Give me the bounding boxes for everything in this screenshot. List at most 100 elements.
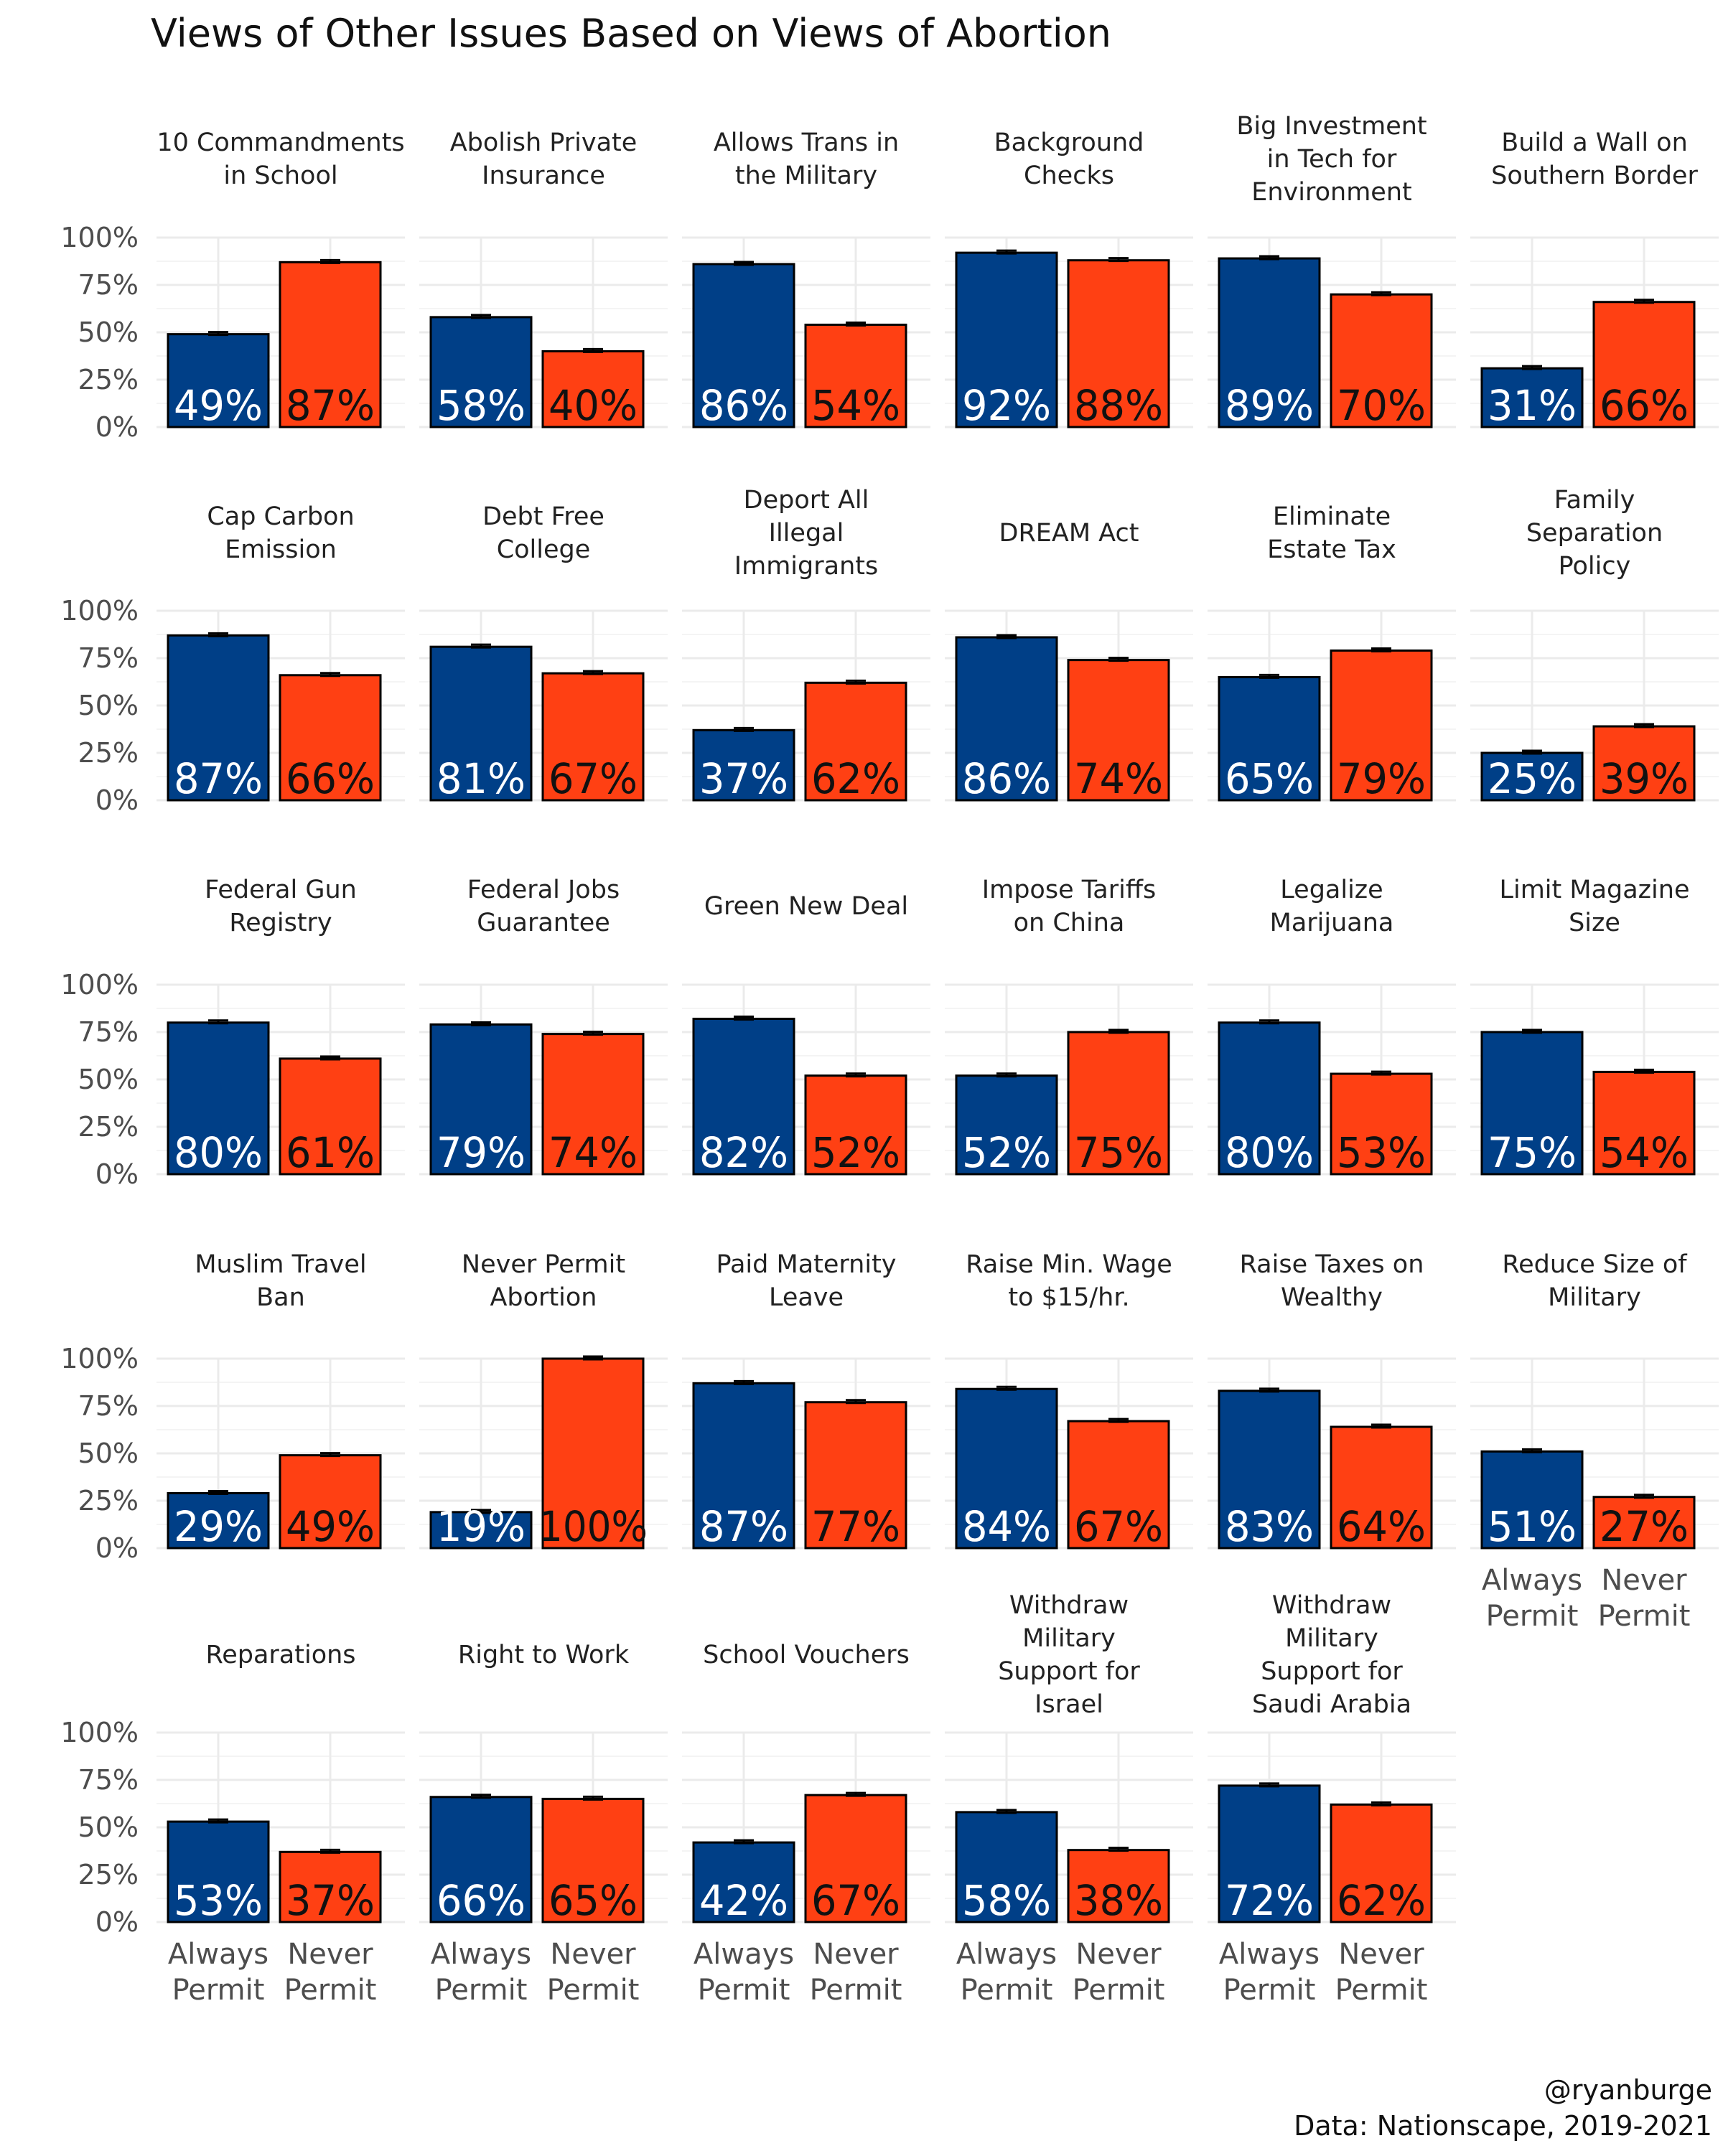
- data-label: 88%: [1074, 381, 1163, 430]
- bar-never-permit: [279, 261, 382, 428]
- bar-never-permit: [541, 1797, 645, 1923]
- error-bar: [471, 314, 491, 319]
- facet-title: Federal Jobs Guarantee: [467, 876, 620, 937]
- y-tick-label: 50%: [78, 690, 139, 721]
- bar-always-permit: [1218, 257, 1321, 428]
- error-bar: [583, 1031, 603, 1036]
- data-label: 74%: [548, 1128, 638, 1177]
- x-tick-label: Never Permit: [547, 1938, 640, 2007]
- facet-title: DREAM Act: [999, 519, 1139, 548]
- error-bar: [1259, 1782, 1279, 1788]
- y-tick-label: 100%: [60, 595, 139, 627]
- error-bar: [1634, 1068, 1654, 1074]
- bar-always-permit: [1218, 1784, 1321, 1923]
- data-label: 74%: [1074, 754, 1163, 803]
- error-bar: [320, 1848, 340, 1854]
- facet-title: Never Permit Abortion: [462, 1250, 625, 1312]
- x-tick-label: Always Permit: [694, 1938, 794, 2007]
- data-label: 62%: [811, 754, 900, 803]
- error-bar: [996, 1809, 1017, 1814]
- facet-panel: 0% 25% 50% 75% 100% 10 Commandments in School 4…: [60, 128, 405, 443]
- error-bar: [846, 1072, 866, 1078]
- data-label: 79%: [436, 1128, 526, 1177]
- x-tick-label: Never Permit: [284, 1938, 377, 2007]
- error-bar: [1259, 1019, 1279, 1025]
- y-tick-label: 0%: [95, 784, 139, 816]
- bar-never-permit: [1330, 1425, 1433, 1550]
- bar-always-permit: [1218, 1021, 1321, 1176]
- facet-panel: Limit Magazine Size 75% 54%: [1470, 876, 1719, 1177]
- data-label: 75%: [1074, 1128, 1163, 1177]
- caption-source: Data: Nationscape, 2019-2021: [1294, 2110, 1712, 2142]
- data-label: 89%: [1225, 381, 1314, 430]
- error-bar: [471, 1021, 491, 1026]
- facet-title: 10 Commandments in School: [157, 128, 404, 190]
- error-bar: [1108, 257, 1129, 263]
- y-tick-label: 100%: [60, 222, 139, 253]
- error-bar: [1259, 1387, 1279, 1393]
- data-label: 87%: [286, 381, 375, 430]
- bar-always-permit: [955, 1074, 1058, 1176]
- bar-never-permit: [541, 1357, 645, 1550]
- y-tick-label: 75%: [78, 1764, 139, 1796]
- bar-always-permit: [692, 728, 795, 802]
- y-tick-label: 50%: [78, 1811, 139, 1843]
- facet-panel: Allows Trans in the Military 86% 54%: [682, 128, 930, 430]
- data-label: 27%: [1600, 1502, 1689, 1551]
- error-bar: [208, 1019, 228, 1025]
- error-bar: [583, 1355, 603, 1361]
- data-label: 49%: [286, 1502, 375, 1551]
- facet-title: Raise Taxes on Wealthy: [1240, 1250, 1424, 1312]
- error-bar: [1108, 1417, 1129, 1423]
- error-bar: [320, 1055, 340, 1061]
- data-label: 39%: [1600, 754, 1689, 803]
- facet-title: Impose Tariffs on China: [982, 876, 1156, 937]
- error-bar: [846, 1791, 866, 1797]
- bar-never-permit: [1330, 293, 1433, 428]
- facet-title: Right to Work: [458, 1641, 630, 1669]
- facet-panel: 0% 25% 50% 75% 100% Cap Carbon Emission 87% 66%: [60, 502, 405, 816]
- facet-panel: Withdraw Military Support for Saudi Arabia 7…: [1208, 1591, 1456, 2007]
- facet-title: Background Checks: [994, 128, 1144, 190]
- facet-panel: Eliminate Estate Tax 65% 79%: [1208, 502, 1456, 803]
- error-bar: [208, 1818, 228, 1824]
- bar-never-permit: [804, 323, 907, 428]
- bar-never-permit: [1592, 301, 1696, 428]
- x-tick-label: Never Permit: [1335, 1938, 1428, 2007]
- data-label: 40%: [548, 381, 638, 430]
- data-label: 25%: [1488, 754, 1577, 803]
- facet-panels: 0% 25% 50% 75% 100% 10 Commandments in School 4…: [60, 112, 1719, 2007]
- x-tick-label: Always Permit: [956, 1938, 1057, 2007]
- y-tick-label: 0%: [95, 1532, 139, 1564]
- data-label: 58%: [962, 1876, 1051, 1925]
- bar-always-permit: [429, 1511, 533, 1550]
- data-label: 72%: [1225, 1876, 1314, 1925]
- error-bar: [471, 643, 491, 649]
- y-tick-label: 25%: [78, 1111, 139, 1143]
- facet-title: Eliminate Estate Tax: [1267, 502, 1396, 564]
- facet-panel: Big Investment in Tech for Environment 89% 7…: [1208, 112, 1456, 430]
- bar-always-permit: [692, 1382, 795, 1550]
- data-label: 64%: [1337, 1502, 1426, 1551]
- bar-always-permit: [167, 634, 270, 802]
- bar-never-permit: [1067, 1849, 1170, 1923]
- error-bar: [208, 632, 228, 637]
- bar-always-permit: [692, 1841, 795, 1923]
- data-label: 87%: [174, 754, 263, 803]
- error-bar: [1522, 365, 1542, 370]
- y-tick-label: 25%: [78, 1485, 139, 1517]
- data-label: 86%: [699, 381, 788, 430]
- x-tick-label: Never Permit: [1073, 1938, 1165, 2007]
- error-bar: [1259, 255, 1279, 261]
- facet-title: Reparations: [205, 1641, 355, 1669]
- error-bar: [996, 1072, 1017, 1078]
- error-bar: [583, 1795, 603, 1801]
- facet-title: Withdraw Military Support for Saudi Arabia: [1252, 1591, 1411, 1719]
- error-bar: [1108, 657, 1129, 662]
- facet-title: Deport All Illegal Immigrants: [734, 486, 878, 581]
- bar-always-permit: [692, 263, 795, 428]
- error-bar: [734, 1839, 754, 1845]
- y-tick-label: 0%: [95, 1158, 139, 1190]
